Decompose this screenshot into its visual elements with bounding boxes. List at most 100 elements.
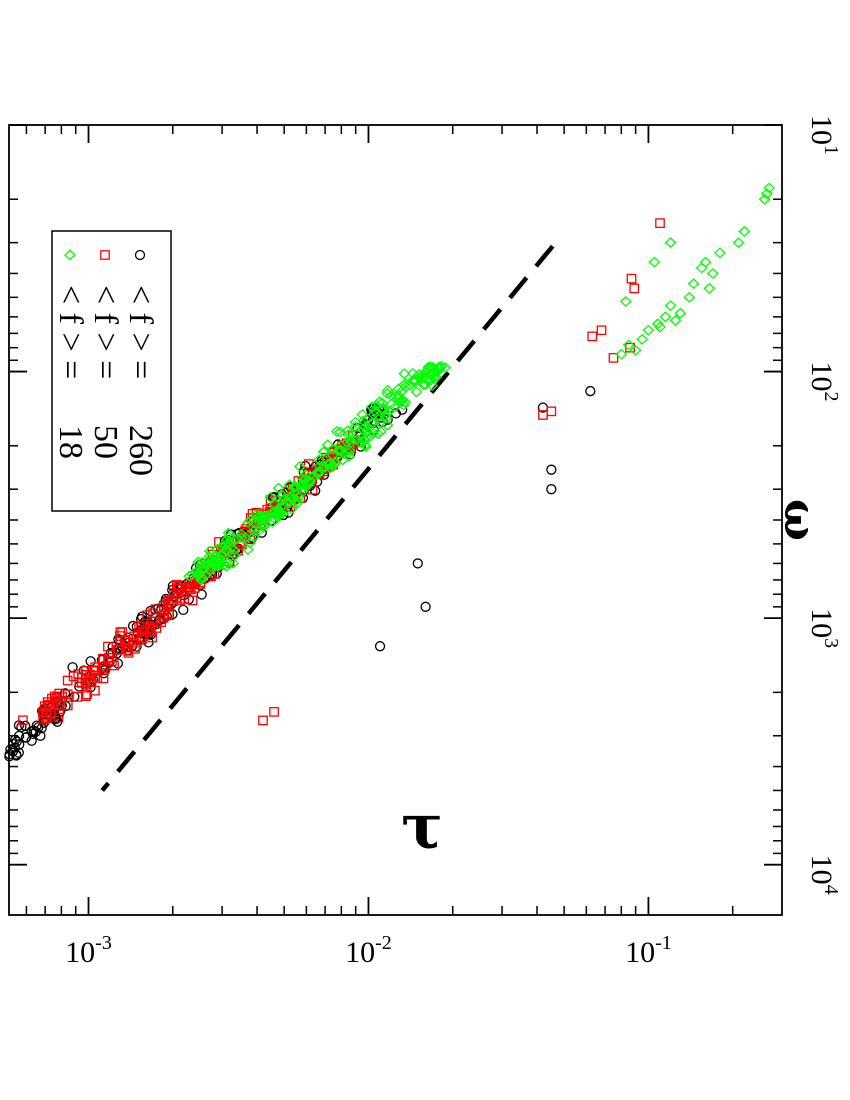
data-point <box>687 278 700 290</box>
y-tick-label: 10-1 <box>625 932 672 969</box>
data-point <box>31 720 42 731</box>
data-point <box>420 373 433 385</box>
y-tick-label: 10-2 <box>345 932 392 969</box>
data-point <box>622 339 635 351</box>
legend-marker-18 <box>64 249 76 261</box>
data-point <box>344 434 357 446</box>
data-point <box>196 557 209 569</box>
data-point <box>11 750 22 761</box>
data-point <box>629 344 642 356</box>
data-point <box>272 508 285 520</box>
data-point <box>4 751 15 762</box>
data-point <box>381 419 394 431</box>
data-point <box>374 417 387 429</box>
data-point <box>760 188 773 200</box>
data-point <box>349 421 362 433</box>
data-point <box>104 653 114 663</box>
data-point <box>20 720 31 731</box>
data-point <box>738 225 751 237</box>
data-point <box>288 481 301 493</box>
data-point <box>158 605 169 616</box>
data-point <box>695 262 708 274</box>
data-point <box>173 583 184 593</box>
data-point <box>92 673 103 683</box>
data-point <box>296 485 309 497</box>
data-point <box>669 314 682 326</box>
y-tick-label: 10-3 <box>65 932 112 969</box>
data-point <box>406 367 419 379</box>
minor-ticks <box>9 125 782 915</box>
data-point <box>538 410 548 420</box>
data-point <box>299 473 312 485</box>
data-point <box>380 408 393 420</box>
data-point <box>427 362 440 374</box>
data-point <box>398 368 411 380</box>
x-axis-title: ω <box>774 499 825 541</box>
data-points <box>4 182 776 762</box>
data-point <box>69 691 80 702</box>
data-point <box>38 714 49 725</box>
data-point <box>420 601 431 612</box>
data-point <box>683 291 696 303</box>
data-point <box>399 378 412 390</box>
data-point <box>218 559 231 571</box>
legend-value: 18 <box>52 425 89 459</box>
data-point <box>115 631 125 641</box>
data-point <box>334 439 347 451</box>
data-point <box>412 558 423 569</box>
data-point <box>205 561 218 573</box>
data-point <box>258 715 268 726</box>
data-point <box>73 669 84 680</box>
x-tick-label: 104 <box>805 855 842 895</box>
data-point <box>615 348 628 360</box>
data-point <box>654 321 666 333</box>
legend-value: 260 <box>122 425 159 476</box>
data-point <box>356 409 369 421</box>
data-point <box>275 495 288 507</box>
legend-label: < f > = <box>52 285 89 379</box>
data-point <box>80 691 91 701</box>
data-point <box>327 459 340 471</box>
data-point <box>308 470 321 482</box>
data-point <box>373 396 386 408</box>
data-point <box>410 386 423 398</box>
data-point <box>189 566 202 578</box>
data-point <box>336 454 349 466</box>
major-ticks <box>9 124 782 915</box>
data-point <box>626 273 637 284</box>
reference-line <box>100 244 555 792</box>
legend-marker-50 <box>100 250 110 260</box>
data-point <box>198 562 210 574</box>
data-point <box>417 371 430 383</box>
data-point <box>197 564 210 576</box>
legend-value: 50 <box>87 425 124 459</box>
data-point <box>433 361 446 373</box>
data-point <box>268 506 281 518</box>
data-point <box>90 685 100 696</box>
data-point <box>318 461 331 473</box>
data-point <box>430 366 443 378</box>
data-point <box>131 634 142 644</box>
data-point <box>18 715 28 726</box>
data-point <box>417 379 430 391</box>
data-point <box>396 394 409 406</box>
data-point <box>100 663 110 673</box>
data-point <box>96 654 108 666</box>
data-point <box>129 631 139 642</box>
data-point <box>27 728 39 740</box>
data-point <box>227 557 240 569</box>
data-point <box>142 610 153 621</box>
data-point <box>326 443 339 455</box>
data-point <box>26 735 37 746</box>
data-point <box>357 415 370 427</box>
data-point <box>224 538 237 550</box>
y-axis-title: τ <box>401 790 443 863</box>
data-point <box>758 193 771 205</box>
data-point <box>392 390 405 402</box>
data-point <box>732 237 745 249</box>
data-point <box>220 534 233 546</box>
data-point <box>642 324 655 336</box>
data-point <box>439 362 452 374</box>
data-point <box>264 491 277 503</box>
